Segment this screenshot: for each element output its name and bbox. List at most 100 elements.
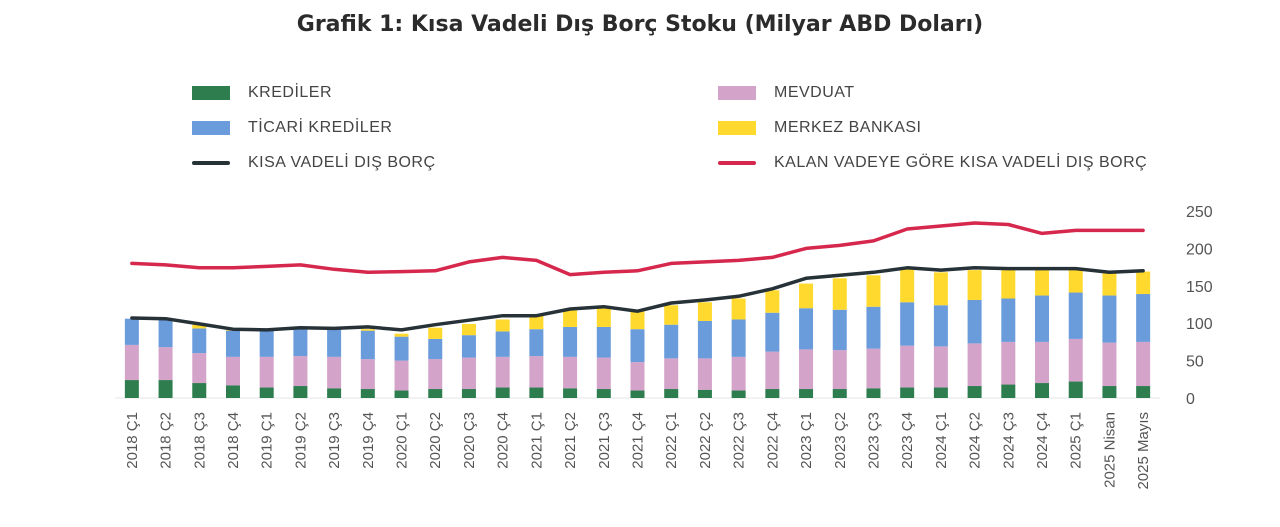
bar-segment (697, 320, 712, 359)
bar-segment (731, 390, 746, 398)
legend-swatch-merkez-bankasi (718, 121, 756, 135)
bar-segment (495, 356, 510, 388)
x-tick-label: 2024 Ç1 (933, 412, 950, 469)
legend-item-ticari-krediler: TİCARİ KREDİLER (192, 119, 392, 137)
bar-segment (529, 315, 544, 330)
x-tick-label: 2021 Ç2 (562, 412, 579, 469)
bar-segment (158, 347, 173, 381)
x-tick-label: 2018 Ç1 (124, 412, 141, 469)
bar-segment (495, 319, 510, 332)
bar-segment (259, 387, 274, 398)
bar-segment (664, 324, 679, 359)
x-tick-label: 2024 Ç2 (967, 412, 984, 469)
bar-segment (124, 380, 139, 398)
bar-segment (360, 330, 375, 360)
chart-title: Grafik 1: Kısa Vadeli Dış Borç Stoku (Mi… (296, 12, 984, 37)
bar-segment (1035, 270, 1050, 296)
legend-label-mevduat: MEVDUAT (774, 84, 855, 101)
bar-segment (124, 318, 139, 345)
bar-segment (799, 283, 814, 309)
bar-segment (461, 335, 476, 358)
bar-segment (259, 356, 274, 388)
x-tick-label: 2021 Ç1 (528, 412, 545, 469)
bar-segment (664, 389, 679, 398)
bar-segment (327, 356, 342, 389)
bar-segment (192, 383, 207, 398)
bar-segment (495, 331, 510, 357)
bar-segment (1035, 341, 1050, 384)
bar-segment (192, 324, 207, 329)
bar-segment (1136, 294, 1151, 342)
bar-segment (529, 356, 544, 388)
bar-segment (293, 386, 308, 398)
bar-segment (933, 346, 948, 388)
x-tick-label: 2018 Ç3 (191, 412, 208, 469)
legend-swatch-krediler (192, 86, 230, 100)
bar-segment (799, 349, 814, 390)
bar-segment (1102, 386, 1117, 398)
x-tick-label: 2019 Ç1 (259, 412, 276, 469)
bar-segment (1102, 342, 1117, 387)
bar-segment (394, 336, 409, 361)
bar-segment (765, 290, 780, 313)
bar-segment (630, 329, 645, 363)
y-tick-label: 0 (1186, 391, 1195, 408)
legend-item-mevduat: MEVDUAT (718, 84, 855, 102)
x-tick-label: 2024 Ç4 (1034, 412, 1051, 469)
x-tick-label: 2019 Ç2 (292, 412, 309, 469)
bar-segment (461, 357, 476, 390)
bar-segment (866, 275, 881, 307)
bar-segment (495, 387, 510, 398)
bar-segment (1136, 271, 1151, 295)
legend-label-kisa-vadeli-dis-borc: KISA VADELİ DIŞ BORÇ (248, 154, 436, 171)
bar-segment (832, 389, 847, 398)
bar-segment (461, 323, 476, 336)
bar-segment (900, 345, 915, 388)
bar-segment (664, 358, 679, 390)
x-tick-label: 2025 Mayıs (1135, 412, 1152, 490)
y-tick-label: 200 (1186, 241, 1213, 258)
x-tick-label: 2019 Ç3 (326, 412, 343, 469)
bar-segment (225, 385, 240, 398)
x-tick-label: 2023 Ç3 (865, 412, 882, 469)
bar-segment (697, 358, 712, 390)
bar-segment (630, 362, 645, 391)
bar-segment (124, 344, 139, 381)
bar-segment (596, 389, 611, 398)
bar-segment (866, 348, 881, 389)
x-tick-label: 2018 Ç4 (225, 412, 242, 469)
bar-segment (967, 270, 982, 301)
legend-item-krediler: KREDİLER (192, 84, 332, 102)
series-line (130, 266, 1145, 332)
x-tick-label: 2022 Ç4 (764, 412, 781, 469)
x-tick-label: 2020 Ç2 (427, 412, 444, 469)
bar-segment (765, 351, 780, 390)
x-tick-label: 2019 Ç4 (360, 412, 377, 469)
bar-segment (1068, 268, 1083, 293)
legend-item-kalan-vadeye-gore: KALAN VADEYE GÖRE KISA VADELİ DIŞ BORÇ (718, 154, 1147, 172)
bar-segment (360, 359, 375, 390)
bar-segment (327, 329, 342, 357)
bar-segment (1068, 338, 1083, 382)
bar-segment (967, 386, 982, 398)
bar-segment (360, 389, 375, 398)
legend-item-merkez-bankasi: MERKEZ BANKASI (718, 119, 921, 137)
bar-segment (563, 326, 578, 357)
legend-label-krediler: KREDİLER (248, 84, 333, 101)
legend-swatch-kalan-vadeye-gore (718, 161, 756, 165)
bar-segment (428, 359, 443, 390)
series-line (130, 221, 1145, 277)
bar-segment (596, 357, 611, 390)
bar-segment (900, 302, 915, 346)
x-tick-label: 2023 Ç2 (832, 412, 849, 469)
bar-segment (1136, 386, 1151, 398)
bar-segment (731, 356, 746, 391)
bar-segment (596, 326, 611, 358)
bar-segment (697, 389, 712, 398)
bar-segment (630, 311, 645, 330)
x-tick-label: 2020 Ç4 (495, 412, 512, 469)
bar-segment (428, 338, 443, 360)
bar-segment (563, 356, 578, 389)
